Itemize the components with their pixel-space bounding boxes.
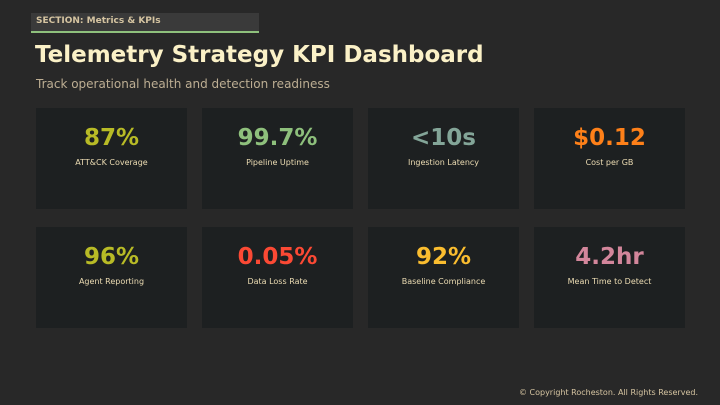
kpi-card-ingestion-latency: <10s Ingestion Latency [368,108,519,209]
kpi-label: Cost per GB [585,158,634,167]
kpi-card-cost-per-gb: $0.12 Cost per GB [534,108,685,209]
kpi-label: Baseline Compliance [401,277,486,286]
kpi-card-pipeline-uptime: 99.7% Pipeline Uptime [202,108,353,209]
kpi-value: 99.7% [237,125,318,151]
kpi-value: $0.12 [573,125,646,151]
kpi-card-baseline-compliance: 92% Baseline Compliance [368,227,519,328]
section-tag: SECTION: Metrics & KPIs [31,13,259,33]
kpi-label: ATT&CK Coverage [75,158,148,167]
kpi-grid: 87% ATT&CK Coverage 99.7% Pipeline Uptim… [36,108,685,328]
kpi-value: 96% [83,244,140,270]
kpi-label: Pipeline Uptime [246,158,309,167]
kpi-card-agent-reporting: 96% Agent Reporting [36,227,187,328]
kpi-label: Ingestion Latency [407,158,480,167]
kpi-label: Agent Reporting [78,277,145,286]
kpi-label: Mean Time to Detect [567,277,652,286]
kpi-card-mean-time-to-detect: 4.2hr Mean Time to Detect [534,227,685,328]
kpi-value: 92% [415,244,472,270]
kpi-value: <10s [411,125,476,151]
kpi-label: Data Loss Rate [247,277,308,286]
kpi-value: 0.05% [237,244,318,270]
page-subtitle: Track operational health and detection r… [36,77,330,91]
section-tag-label: SECTION: Metrics & KPIs [36,16,161,26]
kpi-card-data-loss-rate: 0.05% Data Loss Rate [202,227,353,328]
kpi-card-attack-coverage: 87% ATT&CK Coverage [36,108,187,209]
copyright-footer: © Copyright Rocheston. All Rights Reserv… [518,388,698,397]
page-title: Telemetry Strategy KPI Dashboard [35,42,484,68]
kpi-value: 4.2hr [575,244,644,270]
kpi-value: 87% [83,125,140,151]
